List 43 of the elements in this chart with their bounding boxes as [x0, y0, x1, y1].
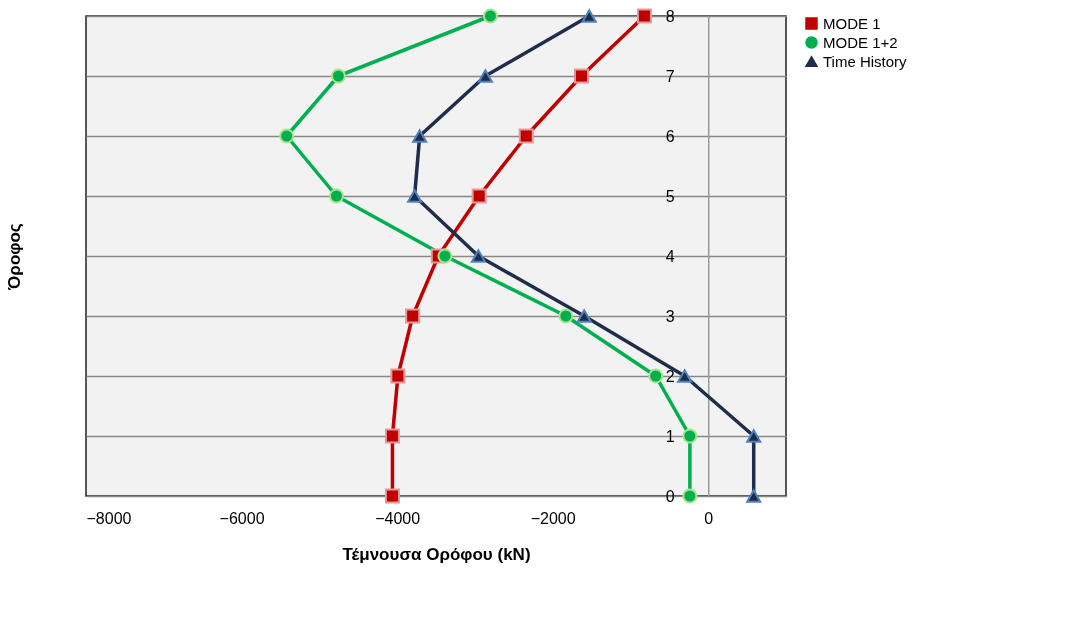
point: [384, 428, 400, 444]
x-tick-label: 0: [704, 509, 714, 527]
point: [482, 8, 498, 24]
y-tick-label: 1: [665, 427, 675, 445]
point: [437, 248, 453, 264]
legend-label: MODE 1: [823, 14, 881, 32]
y-tick-label: 5: [665, 187, 675, 205]
point: [328, 188, 344, 204]
point: [648, 368, 664, 384]
point: [636, 8, 652, 24]
point: [470, 249, 486, 263]
y-tick-label: 7: [665, 67, 675, 85]
point: [581, 9, 597, 23]
point: [407, 189, 423, 203]
legend-label: MODE 1+2: [823, 33, 898, 51]
point: [746, 429, 762, 443]
point: [677, 369, 693, 383]
x-tick-label: −6000: [219, 509, 265, 527]
point: [746, 489, 762, 503]
x-tick-label: −2000: [530, 509, 576, 527]
point: [576, 309, 592, 323]
legend-label: Time History: [823, 52, 908, 70]
point: [471, 188, 487, 204]
x-axis-title: Τέμνουσα Ορόφου (kN): [342, 544, 531, 564]
point: [330, 68, 346, 84]
x-tick-label: −4000: [375, 509, 421, 527]
point: [682, 428, 698, 444]
y-tick-label: 2: [665, 367, 675, 385]
point: [405, 308, 421, 324]
point: [390, 368, 406, 384]
y-axis-title: Όροφος: [4, 223, 24, 291]
point: [518, 128, 534, 144]
y-tick-label: 3: [665, 307, 675, 325]
y-tick-label: 4: [665, 247, 675, 265]
x-tick-label: −8000: [86, 509, 132, 527]
point: [573, 68, 589, 84]
point: [279, 128, 295, 144]
point: [477, 69, 493, 83]
point: [384, 488, 400, 504]
point: [558, 308, 574, 324]
y-tick-label: 6: [665, 127, 675, 145]
point: [412, 129, 428, 143]
point: [682, 488, 698, 504]
